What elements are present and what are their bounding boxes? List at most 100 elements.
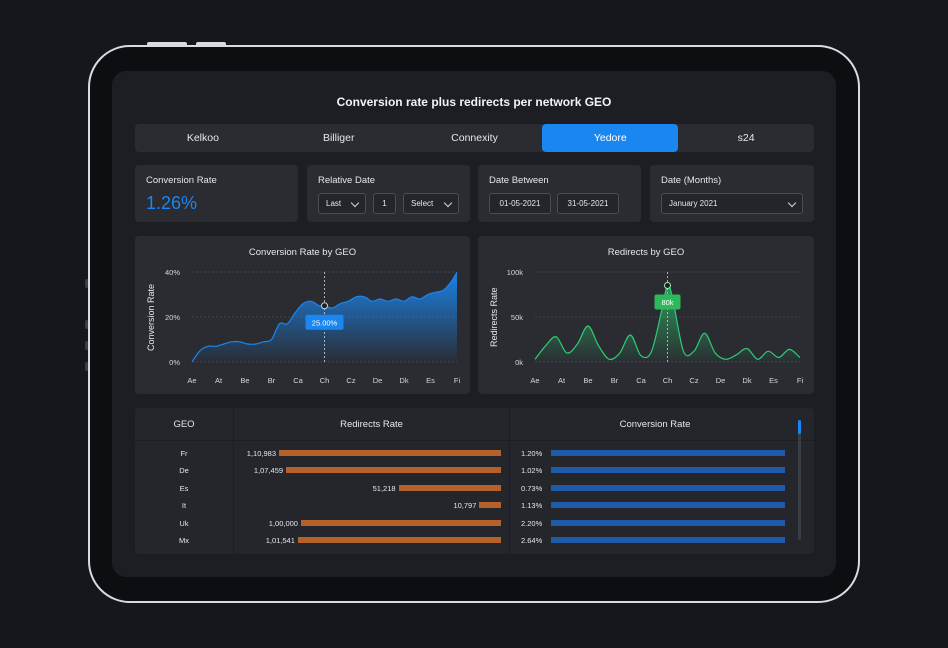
x-tick-label: Ch xyxy=(663,376,673,385)
chevron-down-icon xyxy=(350,198,360,208)
start-date-input[interactable]: 01-05-2021 xyxy=(489,193,551,214)
tab-kelkoo[interactable]: Kelkoo xyxy=(186,132,219,144)
conversion-value: 1.02% xyxy=(521,466,543,476)
redirects-bar xyxy=(398,484,501,491)
x-tick-label: Ch xyxy=(320,376,330,385)
header-divider xyxy=(135,440,814,441)
device-side-button xyxy=(85,362,89,371)
date-between-card: Date Between 01-05-2021 31-05-2021 xyxy=(478,165,641,222)
highlight-tooltip-label: 25.00% xyxy=(312,318,338,327)
chevron-down-icon xyxy=(787,198,797,208)
relative-period-value: Last xyxy=(326,199,342,208)
relative-date-label: Relative Date xyxy=(318,175,376,186)
y-tick-label: 0k xyxy=(515,358,523,367)
relative-period-select[interactable]: Last xyxy=(318,193,366,214)
highlight-tooltip xyxy=(654,294,681,310)
conversion-bar xyxy=(551,467,785,474)
redirects-value: 10,797 xyxy=(453,501,477,511)
relative-date-card: Relative Date Last 1 Select xyxy=(307,165,470,222)
x-tick-label: Ca xyxy=(636,376,646,385)
x-tick-label: At xyxy=(558,376,566,385)
geo-cell: Uk xyxy=(179,518,189,528)
conversion-rate-value: 1.26% xyxy=(146,193,198,213)
device-side-button xyxy=(85,320,89,329)
x-tick-label: Br xyxy=(268,376,276,385)
y-tick-label: 50k xyxy=(511,313,523,322)
table-row: It 10,797 1.13% xyxy=(135,497,814,514)
x-tick-label: Ae xyxy=(530,376,539,385)
y-tick-label: 20% xyxy=(165,313,180,322)
tab-yedore[interactable]: Yedore xyxy=(542,124,679,152)
table-row: Uk 1,00,000 2.20% xyxy=(135,515,814,532)
column-divider xyxy=(233,408,234,554)
relative-count-value: 1 xyxy=(382,199,387,208)
redirects-bar xyxy=(300,519,501,526)
x-tick-label: Dk xyxy=(399,376,408,385)
device-top-button xyxy=(147,42,187,46)
x-tick-label: Fi xyxy=(797,376,804,385)
column-divider xyxy=(509,408,510,554)
conversion-bar xyxy=(551,519,785,526)
conversion-value: 2.20% xyxy=(521,518,543,528)
x-tick-label: Ae xyxy=(187,376,196,385)
redirects-value: 1,07,459 xyxy=(253,466,284,476)
redirects-chart-card: Redirects by GEO Redirects Rate 0k 50k 100… xyxy=(478,236,814,394)
conversion-chart-card: Conversion Rate by GEO Conversion Rate 0… xyxy=(135,236,470,394)
date-months-label: Date (Months) xyxy=(661,175,722,186)
date-months-card: Date (Months) January 2021 xyxy=(650,165,814,222)
chevron-down-icon xyxy=(443,198,453,208)
y-tick-label: 40% xyxy=(165,268,180,277)
month-select[interactable]: January 2021 xyxy=(661,193,803,214)
tab-billiger[interactable]: Billiger xyxy=(322,132,355,144)
conversion-rate-chart: 0% 20% 40% Ae At Be Br Ca Ch Cz De Dk Es Fi 25.00% xyxy=(165,268,460,385)
tab-connexity[interactable]: Connexity xyxy=(451,132,498,144)
date-between-label: Date Between xyxy=(489,175,549,186)
x-tick-label: Cz xyxy=(689,376,698,385)
table-row: De 1,07,459 1.02% xyxy=(135,462,814,479)
redirects-bar xyxy=(286,467,501,474)
redirects-bar xyxy=(297,537,501,543)
dashboard-screen: Conversion rate plus redirects per netwo… xyxy=(112,71,836,577)
geo-cell: De xyxy=(179,466,189,476)
relative-count-input[interactable]: 1 xyxy=(373,193,396,214)
x-tick-label: Cz xyxy=(346,376,355,385)
device-side-button xyxy=(85,341,89,350)
start-date-value: 01-05-2021 xyxy=(499,199,541,208)
x-tick-label: Be xyxy=(583,376,592,385)
table-scrollbar-thumb[interactable] xyxy=(798,420,801,434)
table-scrollbar-track[interactable] xyxy=(798,420,801,540)
redirects-value: 1,10,983 xyxy=(246,449,276,458)
device-top-button xyxy=(196,42,226,46)
conversion-value: 0.73% xyxy=(521,483,543,493)
conversion-bar xyxy=(551,502,785,509)
redirects-value: 51,218 xyxy=(372,483,396,493)
geo-cell: Fr xyxy=(180,449,188,458)
x-tick-label: De xyxy=(373,376,383,385)
x-tick-label: Es xyxy=(426,376,435,385)
geo-cell: It xyxy=(181,501,187,511)
tab-s24[interactable]: s24 xyxy=(737,132,755,144)
conversion-bar xyxy=(551,484,785,491)
highlight-point xyxy=(321,302,328,310)
highlight-point xyxy=(664,282,671,289)
conversion-rate-label: Conversion Rate xyxy=(146,175,217,186)
redirects-bar xyxy=(479,502,501,509)
x-tick-label: Ca xyxy=(293,376,303,385)
x-tick-label: Es xyxy=(769,376,778,385)
x-tick-label: Dk xyxy=(742,376,751,385)
conversion-bar xyxy=(551,537,785,543)
page-title: Conversion rate plus redirects per netwo… xyxy=(336,95,612,109)
end-date-input[interactable]: 31-05-2021 xyxy=(557,193,619,214)
end-date-value: 31-05-2021 xyxy=(567,199,609,208)
x-tick-label: At xyxy=(215,376,223,385)
geo-cell: Es xyxy=(179,483,189,493)
conversion-rate-card: Conversion Rate 1.26% xyxy=(135,165,298,222)
conversion-header: Conversion Rate xyxy=(619,418,691,430)
redirects-header: Redirects Rate xyxy=(340,418,403,430)
month-select-value: January 2021 xyxy=(669,199,718,208)
table-row: Es 51,218 0.73% xyxy=(135,480,814,497)
geo-cell: Mx xyxy=(179,536,189,545)
relative-unit-select[interactable]: Select xyxy=(403,193,459,214)
conversion-chart-title: Conversion Rate by GEO xyxy=(248,247,357,258)
table-row: Fr 1,10,983 1.20% xyxy=(135,445,814,462)
